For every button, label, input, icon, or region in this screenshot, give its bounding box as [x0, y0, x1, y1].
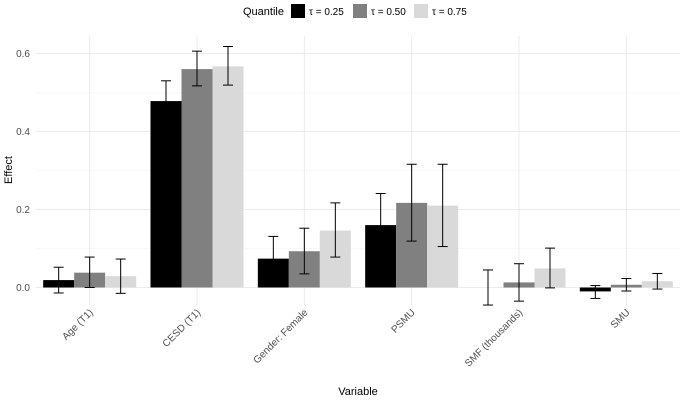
error-bars — [53, 45, 663, 306]
grid — [36, 36, 680, 305]
y-axis: 0.0 0.2 0.4 0.6 — [16, 49, 30, 294]
legend-swatch — [291, 4, 305, 18]
y-tick-label: 0.2 — [16, 205, 30, 216]
x-tick-label: SMU — [609, 307, 633, 331]
x-tick-label: Age (T1) — [60, 307, 95, 342]
y-tick-label: 0.0 — [16, 283, 30, 294]
bar — [181, 69, 213, 288]
bar — [150, 101, 182, 288]
x-tick-label: CESD (T1) — [161, 307, 203, 349]
y-tick-label: 0.6 — [16, 49, 30, 60]
x-axis: Age (T1) CESD (T1) Gender: Female PSMU SMF (… — [60, 307, 632, 369]
bars — [43, 66, 673, 292]
legend-label: τ = 0.75 — [432, 7, 467, 18]
legend-label: τ = 0.50 — [371, 7, 406, 18]
x-tick-label: PSMU — [390, 307, 418, 335]
bar — [212, 66, 244, 288]
y-tick-label: 0.4 — [16, 127, 30, 138]
legend-label: τ = 0.25 — [309, 7, 344, 18]
legend-title: Quantile — [243, 6, 284, 18]
x-axis-title: Variable — [338, 386, 378, 398]
y-axis-title: Effect — [3, 156, 15, 184]
legend: Quantile τ = 0.25 τ = 0.50 τ = 0.75 — [243, 4, 467, 18]
x-tick-label: Gender: Female — [252, 307, 311, 366]
legend-swatch — [414, 4, 428, 18]
legend-swatch — [353, 4, 367, 18]
x-tick-label: SMF (thousands) — [463, 307, 525, 369]
